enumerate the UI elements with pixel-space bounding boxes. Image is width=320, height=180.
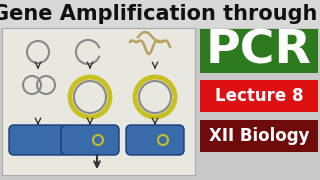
Text: PCR: PCR	[206, 28, 312, 73]
FancyBboxPatch shape	[200, 120, 318, 152]
FancyBboxPatch shape	[200, 80, 318, 112]
FancyBboxPatch shape	[9, 125, 67, 155]
FancyBboxPatch shape	[61, 125, 119, 155]
FancyBboxPatch shape	[2, 28, 195, 175]
Text: XII Biology: XII Biology	[209, 127, 309, 145]
FancyBboxPatch shape	[126, 125, 184, 155]
Text: Lecture 8: Lecture 8	[215, 87, 303, 105]
FancyBboxPatch shape	[200, 29, 318, 73]
FancyBboxPatch shape	[0, 0, 320, 28]
Text: Gene Amplification through: Gene Amplification through	[0, 4, 318, 24]
